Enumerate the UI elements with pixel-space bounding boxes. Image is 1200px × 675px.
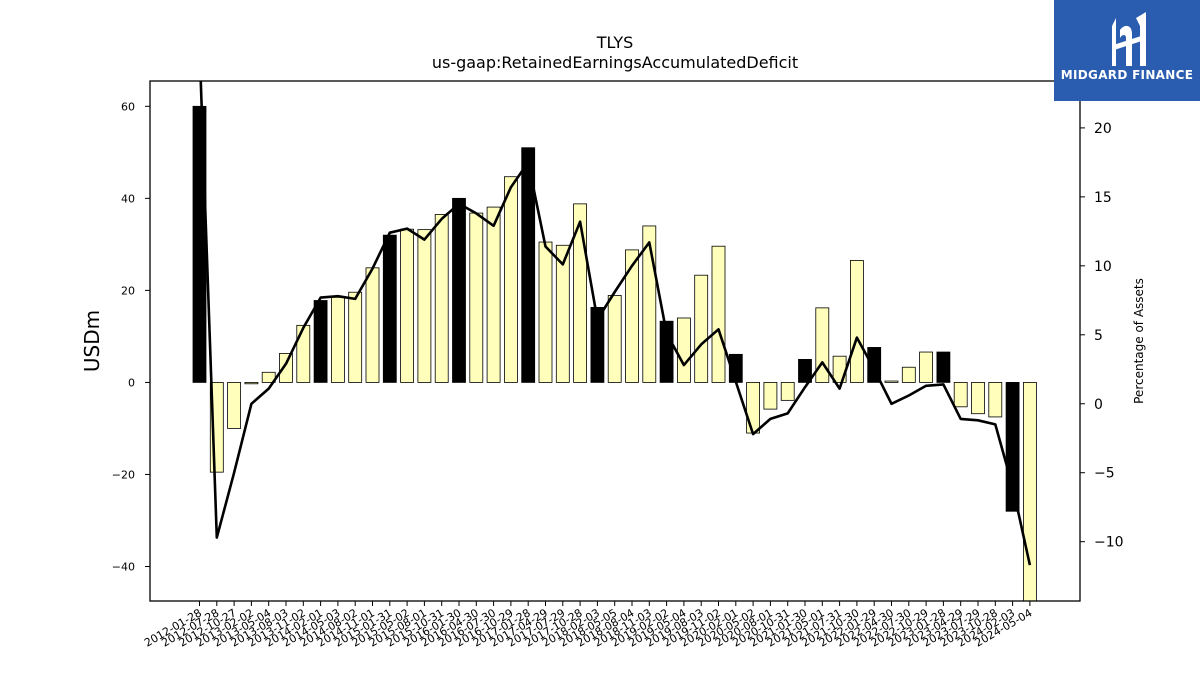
y2-tick-label: −10 — [1094, 535, 1124, 551]
bar-2020-10-31 — [780, 382, 795, 401]
y-tick-label: 0 — [128, 376, 135, 389]
logo-text: MIDGARD FINANCE — [1060, 68, 1194, 82]
bar-2016-01-30 — [452, 197, 466, 383]
y-tick-label: 40 — [121, 192, 135, 205]
y-tick-label: 20 — [121, 284, 135, 297]
bar-2023-10-28 — [988, 382, 1003, 418]
bar-2016-04-30 — [469, 212, 484, 383]
bar-2013-08-03 — [279, 353, 293, 383]
y2-tick-label: 10 — [1094, 259, 1112, 275]
bar-2019-11-02 — [711, 245, 726, 383]
logo-mark-icon — [1112, 12, 1146, 66]
bar-2019-08-03 — [694, 274, 709, 383]
bar-2014-11-01 — [365, 267, 380, 383]
bar-2017-04-29 — [538, 241, 553, 383]
bar-2017-07-29 — [555, 244, 570, 383]
pct-of-assets-line — [199, 81, 1032, 566]
bar-2023-04-29 — [953, 382, 968, 408]
bar-2018-05-05 — [607, 295, 622, 383]
chart-title: TLYS — [596, 33, 634, 52]
bar-2020-05-02 — [746, 382, 760, 434]
bar-2015-10-31 — [434, 214, 449, 383]
y2-tick-label: 15 — [1094, 190, 1112, 206]
bar-2014-02-01 — [313, 300, 328, 383]
bar-2014-05-03 — [330, 296, 345, 383]
y2-tick-label: 20 — [1094, 121, 1112, 137]
bar-2024-05-04 — [1023, 382, 1037, 602]
y2-tick-label: −5 — [1094, 466, 1115, 482]
pct-line-group — [199, 81, 1032, 566]
bar-2022-07-30 — [901, 366, 916, 383]
bar-2021-10-30 — [850, 260, 864, 383]
bar-2015-05-02 — [400, 228, 415, 383]
y-tick-label: −20 — [112, 468, 135, 481]
y-tick-label: 60 — [121, 100, 135, 113]
bar-2019-02-02 — [659, 320, 674, 383]
bar-2018-02-03 — [590, 307, 605, 383]
bar-2023-01-28 — [936, 351, 951, 383]
bar-2017-10-28 — [573, 203, 587, 383]
y2-axis-label: Percentage of Assets — [1132, 278, 1146, 404]
axes-group: −40−200204060−10−5051015202012-01-282012… — [112, 80, 1124, 650]
y2-tick-label: 0 — [1094, 397, 1103, 413]
bar-2023-07-29 — [971, 382, 985, 415]
midgard-finance-logo: MIDGARD FINANCE — [1054, 0, 1200, 101]
bars-group — [192, 105, 1037, 602]
bar-2021-05-01 — [815, 307, 830, 383]
bar-2017-01-28 — [521, 147, 536, 383]
bar-2016-07-30 — [486, 206, 501, 383]
bar-2022-10-29 — [919, 351, 933, 383]
bar-2019-05-04 — [677, 317, 691, 383]
bar-2015-01-31 — [382, 234, 397, 383]
bar-2013-02-02 — [244, 382, 259, 385]
y-axis-label: USDm — [80, 310, 104, 372]
bar-2018-08-04 — [625, 249, 639, 383]
y-tick-label: −40 — [112, 560, 135, 573]
bar-2012-10-27 — [227, 382, 242, 429]
chart-subtitle: us-gaap:RetainedEarningsAccumulatedDefic… — [432, 53, 798, 72]
bar-2014-08-02 — [348, 291, 363, 383]
bar-2022-04-30 — [884, 380, 899, 383]
bar-2021-01-30 — [798, 359, 812, 383]
bar-2015-08-01 — [417, 229, 432, 383]
bar-2013-11-02 — [296, 324, 311, 383]
bar-2020-08-01 — [763, 382, 778, 410]
bar-2016-10-29 — [503, 176, 518, 383]
y2-tick-label: 5 — [1094, 328, 1103, 344]
